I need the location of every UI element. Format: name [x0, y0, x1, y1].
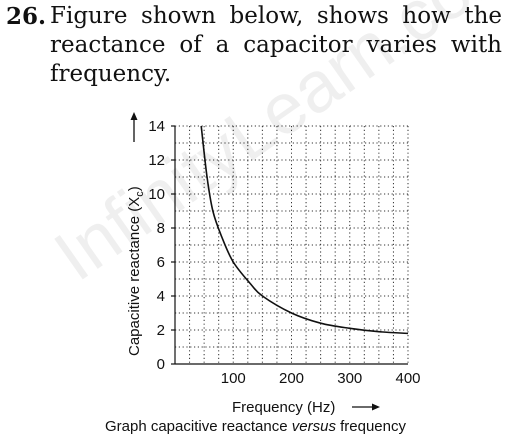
caption-after: frequency [335, 418, 406, 435]
y-tick-label: 14 [148, 118, 165, 135]
y-axis-label-subscript: c [134, 191, 146, 197]
y-tick-label: 8 [157, 220, 165, 237]
x-tick-label: 300 [337, 370, 362, 387]
figure-caption: Graph capacitive reactance versus freque… [0, 418, 511, 435]
y-axis-arrowhead [130, 112, 138, 120]
reactance-curve [200, 125, 409, 335]
caption-before: Graph capacitive reactance [104, 418, 292, 435]
question-text: Figure shown below, shows how the reacta… [50, 3, 502, 87]
y-tick-label: 10 [148, 186, 165, 203]
question-number: 26. [6, 3, 47, 30]
y-tick-label: 6 [157, 254, 165, 271]
y-tick-label: 4 [157, 288, 165, 305]
caption-italic: versus [291, 418, 336, 435]
y-tick-label: 0 [157, 356, 165, 373]
x-tick-label: 400 [395, 370, 420, 387]
y-tick-label: 12 [148, 152, 165, 169]
y-axis-label-end: ) [126, 186, 143, 191]
x-tick-label: 200 [279, 370, 304, 387]
x-axis-arrowhead [372, 403, 380, 411]
y-axis-label: Capacitive reactance (Xc) [126, 186, 146, 356]
x-tick-label: 100 [221, 370, 246, 387]
y-tick-label: 2 [157, 322, 165, 339]
x-axis-label: Frequency (Hz) [232, 399, 335, 416]
